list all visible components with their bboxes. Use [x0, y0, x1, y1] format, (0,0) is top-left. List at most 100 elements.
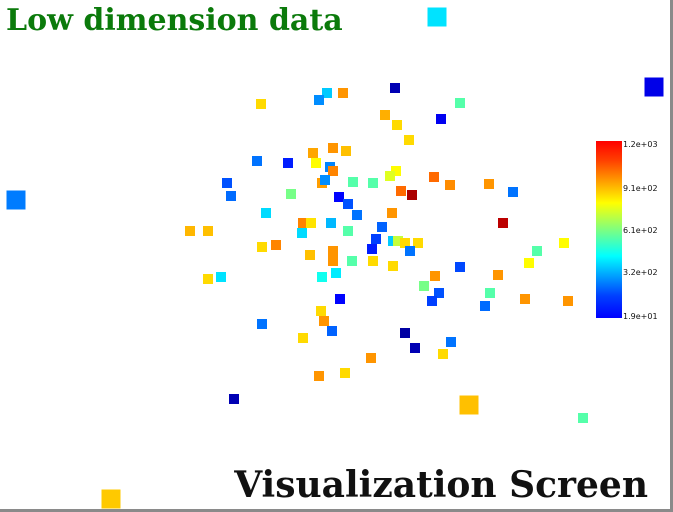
data-point[interactable]: [396, 186, 406, 196]
data-point[interactable]: [347, 256, 357, 266]
data-point[interactable]: [222, 178, 232, 188]
data-point[interactable]: [438, 349, 448, 359]
data-point[interactable]: [407, 190, 417, 200]
data-point[interactable]: [388, 261, 398, 271]
data-point[interactable]: [498, 218, 508, 228]
data-point[interactable]: [484, 179, 494, 189]
data-point[interactable]: [563, 296, 573, 306]
data-point[interactable]: [308, 148, 318, 158]
data-point[interactable]: [419, 281, 429, 291]
data-point[interactable]: [446, 337, 456, 347]
data-point[interactable]: [377, 222, 387, 232]
data-point[interactable]: [480, 301, 490, 311]
data-point[interactable]: [341, 146, 351, 156]
data-point[interactable]: [348, 177, 358, 187]
data-point[interactable]: [311, 158, 321, 168]
data-point[interactable]: [400, 238, 410, 248]
data-point[interactable]: [343, 226, 353, 236]
data-point[interactable]: [436, 114, 446, 124]
data-point[interactable]: [387, 208, 397, 218]
data-point[interactable]: [261, 208, 271, 218]
data-point[interactable]: [391, 166, 401, 176]
data-point[interactable]: [405, 246, 415, 256]
data-point[interactable]: [459, 395, 479, 415]
data-point[interactable]: [328, 246, 338, 256]
data-point[interactable]: [328, 166, 338, 176]
data-point[interactable]: [297, 228, 307, 238]
data-point[interactable]: [524, 258, 534, 268]
data-point[interactable]: [368, 256, 378, 266]
data-point[interactable]: [322, 88, 332, 98]
data-point[interactable]: [390, 83, 400, 93]
data-point[interactable]: [404, 135, 414, 145]
data-point[interactable]: [508, 187, 518, 197]
data-point[interactable]: [392, 120, 402, 130]
data-point[interactable]: [427, 7, 447, 27]
data-point[interactable]: [644, 77, 664, 97]
data-point[interactable]: [6, 190, 26, 210]
data-point[interactable]: [101, 489, 121, 509]
data-point[interactable]: [283, 158, 293, 168]
data-point[interactable]: [445, 180, 455, 190]
data-point[interactable]: [367, 244, 377, 254]
data-point[interactable]: [380, 110, 390, 120]
data-point[interactable]: [271, 240, 281, 250]
data-point[interactable]: [257, 319, 267, 329]
colorbar-gradient: [596, 141, 622, 318]
data-point[interactable]: [328, 256, 338, 266]
data-point[interactable]: [413, 238, 423, 248]
data-point[interactable]: [298, 218, 308, 228]
data-point[interactable]: [434, 288, 444, 298]
colorbar-tick-label: 1.9e+01: [623, 312, 658, 321]
data-point[interactable]: [366, 353, 376, 363]
data-point[interactable]: [455, 98, 465, 108]
data-point[interactable]: [305, 250, 315, 260]
data-point[interactable]: [430, 271, 440, 281]
data-point[interactable]: [340, 368, 350, 378]
data-point[interactable]: [393, 236, 403, 246]
data-point[interactable]: [256, 99, 266, 109]
data-point[interactable]: [185, 226, 195, 236]
data-point[interactable]: [410, 343, 420, 353]
data-point[interactable]: [493, 270, 503, 280]
data-point[interactable]: [203, 226, 213, 236]
data-point[interactable]: [429, 172, 439, 182]
data-point[interactable]: [314, 95, 324, 105]
data-point[interactable]: [327, 326, 337, 336]
data-point[interactable]: [578, 413, 588, 423]
data-point[interactable]: [343, 199, 353, 209]
data-point[interactable]: [328, 143, 338, 153]
data-point[interactable]: [368, 178, 378, 188]
data-point[interactable]: [371, 234, 381, 244]
data-point[interactable]: [385, 171, 395, 181]
data-point[interactable]: [455, 262, 465, 272]
data-point[interactable]: [334, 192, 344, 202]
data-point[interactable]: [400, 328, 410, 338]
data-point[interactable]: [559, 238, 569, 248]
data-point[interactable]: [427, 296, 437, 306]
data-point[interactable]: [338, 88, 348, 98]
data-point[interactable]: [320, 175, 330, 185]
data-point[interactable]: [257, 242, 267, 252]
data-point[interactable]: [298, 333, 308, 343]
data-point[interactable]: [317, 272, 327, 282]
data-point[interactable]: [485, 288, 495, 298]
data-point[interactable]: [520, 294, 530, 304]
data-point[interactable]: [226, 191, 236, 201]
data-point[interactable]: [331, 268, 341, 278]
data-point[interactable]: [326, 218, 336, 228]
data-point[interactable]: [532, 246, 542, 256]
data-point[interactable]: [229, 394, 239, 404]
data-point[interactable]: [335, 294, 345, 304]
data-point[interactable]: [352, 210, 362, 220]
data-point[interactable]: [216, 272, 226, 282]
data-point[interactable]: [286, 189, 296, 199]
data-point[interactable]: [203, 274, 213, 284]
data-point[interactable]: [314, 371, 324, 381]
data-point[interactable]: [306, 218, 316, 228]
data-point[interactable]: [316, 306, 326, 316]
data-point[interactable]: [319, 316, 329, 326]
data-point[interactable]: [252, 156, 262, 166]
